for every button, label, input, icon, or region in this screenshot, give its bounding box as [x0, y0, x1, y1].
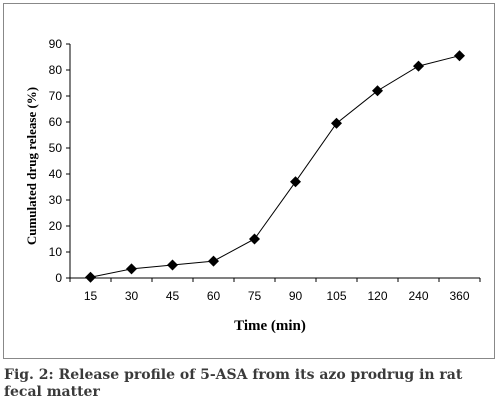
- y-tick-label: 0: [55, 271, 62, 285]
- x-tick-label: 105: [326, 289, 346, 303]
- y-tick-label: 50: [49, 141, 63, 155]
- series-markers: [85, 50, 465, 283]
- y-tick-label: 60: [49, 115, 63, 129]
- x-tick-label: 30: [125, 289, 139, 303]
- chart-axes: [69, 44, 480, 279]
- y-axis-ticks: 0 10 20 30 40 50 60 70 80 90: [49, 37, 70, 285]
- y-axis-title: Cumulated drug release (%): [24, 87, 39, 245]
- x-tick-label: 45: [166, 289, 180, 303]
- release-profile-chart: 0 10 20 30 40 50 60 70 80 90 15 30 45 60 75 90 105 120 24…: [24, 37, 481, 334]
- data-point-marker: [372, 85, 383, 97]
- x-tick-label: 360: [449, 289, 469, 303]
- y-tick-label: 10: [49, 245, 63, 259]
- y-tick-label: 70: [49, 89, 63, 103]
- data-point-marker: [167, 259, 178, 271]
- y-tick-label: 20: [49, 219, 63, 233]
- data-point-marker: [85, 271, 96, 283]
- data-point-marker: [249, 233, 260, 245]
- x-tick-label: 120: [367, 289, 387, 303]
- x-axis-ticks: 15 30 45 60 75 90 105 120 240 360: [69, 278, 481, 303]
- figure-caption: Fig. 2: Release profile of 5-ASA from it…: [4, 367, 463, 400]
- data-point-marker: [208, 255, 219, 267]
- data-point-marker: [413, 60, 424, 72]
- release-series-line: [90, 55, 460, 278]
- x-tick-label: 90: [289, 289, 303, 303]
- x-tick-label: 60: [207, 289, 221, 303]
- data-point-marker: [331, 117, 342, 129]
- x-tick-label: 75: [248, 289, 262, 303]
- data-point-marker: [454, 50, 465, 62]
- figure-frame: [3, 3, 495, 359]
- x-tick-label: 15: [84, 289, 98, 303]
- data-point-marker: [126, 263, 137, 275]
- x-tick-label: 240: [408, 289, 428, 303]
- y-tick-label: 40: [49, 167, 63, 181]
- data-point-marker: [290, 176, 301, 188]
- y-tick-label: 80: [49, 63, 63, 77]
- y-tick-label: 90: [49, 37, 63, 51]
- x-axis-title: Time (min): [234, 318, 306, 334]
- y-tick-label: 30: [49, 193, 63, 207]
